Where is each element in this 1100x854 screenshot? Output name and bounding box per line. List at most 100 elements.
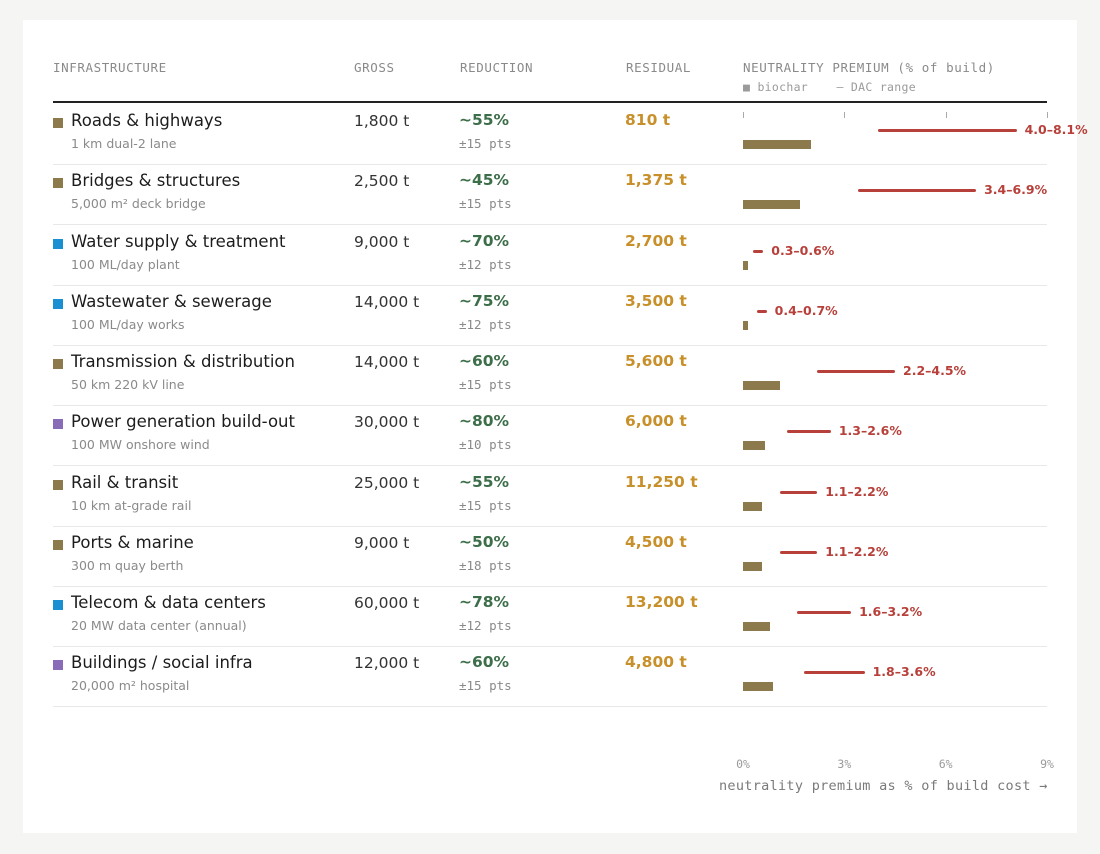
category-swatch: [53, 539, 63, 550]
category-swatch: [53, 298, 63, 309]
dac-range-label: 1.6–3.2%: [859, 604, 923, 619]
row-reduction-range: ±15 pts: [459, 136, 512, 151]
biochar-bar: [743, 320, 749, 330]
row-name: Rail & transit: [71, 472, 179, 492]
table-row: Wastewater & sewerage 100 ML/day works 14,…: [53, 286, 1047, 346]
row-name: Roads & highways: [71, 111, 223, 130]
row-residual: 11,250 t: [625, 472, 698, 491]
dac-range-label: 1.8–3.6%: [872, 664, 936, 680]
biochar-bar: [743, 140, 811, 149]
dac-range-label: 1.3–2.6%: [838, 423, 902, 439]
row-subtitle: 5,000 m² deck bridge: [71, 196, 206, 212]
legend: ■ biochar — DAC range: [743, 80, 916, 94]
row-reduction-range: ±12 pts: [459, 618, 512, 633]
table-row: Bridges & structures 5,000 m² deck bridge…: [53, 165, 1047, 226]
biochar-bar: [743, 260, 749, 270]
dac-range-label: 4.0–8.1%: [1024, 122, 1088, 137]
header-rule: [53, 101, 1047, 103]
category-swatch: [53, 419, 63, 430]
table-row: Rail & transit 10 km at-grade rail 25,000 …: [53, 467, 1047, 527]
row-name: Bridges & structures: [71, 171, 241, 191]
dac-range-label: 0.3–0.6%: [771, 242, 835, 258]
row-residual: 1,375 t: [625, 171, 687, 190]
row-reduction: ~75%: [459, 291, 510, 310]
chart-card: INFRASTRUCTURE GROSS REDUCTION RESIDUAL …: [23, 20, 1088, 833]
header-reduction: REDUCTION: [460, 60, 534, 75]
dac-range-line: [780, 550, 818, 554]
x-tick-label: 9%: [1040, 757, 1054, 771]
row-subtitle: 20,000 m² hospital: [71, 678, 190, 694]
dac-range-line: [797, 611, 852, 614]
header-residual: RESIDUAL: [626, 60, 692, 75]
dac-range-label: 3.4–6.9%: [984, 182, 1048, 198]
row-reduction-range: ±15 pts: [459, 377, 512, 392]
biochar-bar: [743, 622, 771, 631]
row-gross: 14,000 t: [354, 353, 420, 371]
biochar-bar: [743, 561, 762, 571]
dac-range-label: 1.1–2.2%: [825, 483, 889, 499]
row-residual: 13,200 t: [625, 593, 698, 611]
row-reduction: ~55%: [459, 472, 510, 491]
dac-range-line: [857, 189, 977, 193]
row-reduction: ~60%: [459, 653, 510, 672]
row-residual: 810 t: [625, 111, 671, 129]
row-gross: 30,000 t: [354, 413, 420, 432]
category-swatch: [53, 238, 63, 249]
row-reduction-range: ±15 pts: [459, 497, 512, 513]
row-reduction: ~60%: [459, 352, 510, 370]
dac-range-line: [786, 430, 831, 434]
dac-range-line: [803, 671, 865, 675]
dac-range-line: [753, 249, 764, 253]
row-name: Telecom & data centers: [71, 593, 266, 612]
row-gross: 14,000 t: [354, 292, 420, 311]
row-reduction: ~50%: [459, 532, 510, 551]
dac-range-line: [817, 370, 895, 373]
row-residual: 4,800 t: [625, 653, 687, 672]
row-residual: 3,500 t: [625, 291, 687, 310]
row-gross: 12,000 t: [354, 654, 420, 673]
row-gross: 2,500 t: [354, 172, 410, 191]
row-subtitle: 50 km 220 kV line: [71, 377, 185, 392]
table-row: Power generation build-out 100 MW onshore…: [53, 406, 1047, 467]
top-tick: [743, 112, 744, 118]
row-reduction-range: ±12 pts: [459, 316, 512, 332]
row-reduction: ~80%: [459, 412, 510, 431]
row-gross: 25,000 t: [354, 473, 420, 492]
header-premium: NEUTRALITY PREMIUM (% of build): [743, 60, 995, 75]
table-row: Telecom & data centers 20 MW data center …: [53, 587, 1047, 647]
legend-dac: — DAC range: [836, 80, 916, 94]
table-row: Ports & marine 300 m quay berth 9,000 t ~50…: [53, 527, 1047, 587]
row-name: Power generation build-out: [71, 412, 295, 432]
x-tick-label: 3%: [837, 757, 852, 771]
row-reduction-range: ±18 pts: [459, 557, 512, 573]
row-residual: 6,000 t: [625, 412, 687, 431]
row-subtitle: 100 ML/day works: [71, 316, 185, 332]
category-swatch: [53, 359, 63, 369]
row-subtitle: 100 MW onshore wind: [71, 437, 210, 453]
row-reduction: ~45%: [459, 171, 510, 190]
row-name: Water supply & treatment: [71, 231, 286, 251]
row-residual: 4,500 t: [625, 532, 687, 551]
row-reduction-range: ±15 pts: [459, 678, 512, 694]
row-reduction: ~70%: [459, 231, 510, 250]
row-subtitle: 100 ML/day plant: [71, 256, 180, 272]
category-swatch: [53, 479, 63, 490]
x-axis-title: neutrality premium as % of build cost →: [719, 778, 1048, 794]
row-reduction-range: ±12 pts: [459, 256, 512, 272]
row-subtitle: 20 MW data center (annual): [71, 618, 247, 633]
row-reduction-range: ±15 pts: [459, 196, 512, 212]
biochar-bar: [743, 682, 774, 692]
biochar-bar: [743, 501, 762, 511]
row-subtitle: 1 km dual-2 lane: [71, 136, 177, 151]
table-row: Transmission & distribution 50 km 220 kV …: [53, 346, 1047, 406]
row-gross: 9,000 t: [354, 533, 410, 552]
dac-range-line: [878, 129, 1017, 132]
biochar-bar: [743, 381, 781, 390]
table-row: Roads & highways 1 km dual-2 lane 1,800 t ~…: [53, 105, 1047, 165]
dac-range-label: 2.2–4.5%: [903, 363, 967, 378]
category-swatch: [53, 660, 63, 671]
row-residual: 2,700 t: [625, 231, 687, 250]
top-tick: [844, 112, 846, 118]
header-gross: GROSS: [354, 60, 395, 75]
row-gross: 60,000 t: [354, 594, 420, 612]
